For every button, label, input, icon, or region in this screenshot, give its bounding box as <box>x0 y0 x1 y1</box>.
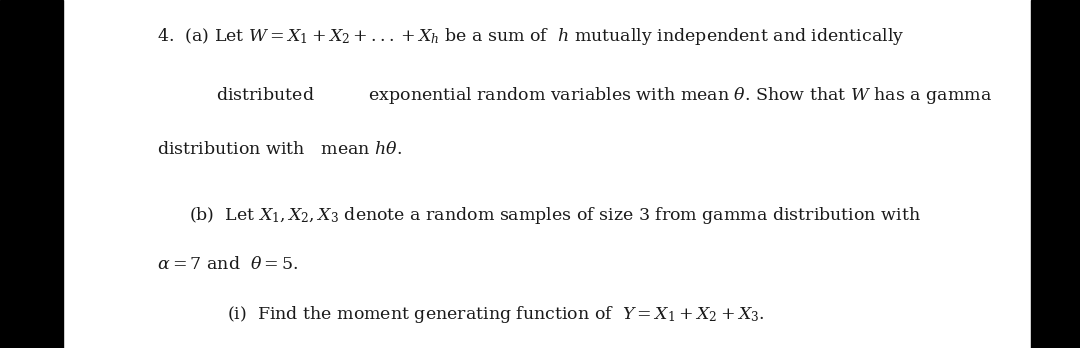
Bar <box>1031 0 1080 348</box>
Text: $\alpha = 7$ and  $\theta = 5$.: $\alpha = 7$ and $\theta = 5$. <box>157 256 298 273</box>
Text: distribution with   mean $h\theta$.: distribution with mean $h\theta$. <box>157 141 402 158</box>
Text: (b)  Let $X_1, X_2, X_3$ denote a random samples of size 3 from gamma distributi: (b) Let $X_1, X_2, X_3$ denote a random … <box>189 205 921 226</box>
Text: 4.  (a) Let $W = X_1 + X_2 +...+ X_h$ be a sum of  $h$ mutually independent and : 4. (a) Let $W = X_1 + X_2 +...+ X_h$ be … <box>157 26 904 47</box>
Text: distributed          exponential random variables with mean $\theta$. Show that : distributed exponential random variables… <box>216 85 991 106</box>
Bar <box>0 0 63 348</box>
Text: (i)  Find the moment generating function of  $Y = X_1 + X_2 + X_3$.: (i) Find the moment generating function … <box>227 304 765 325</box>
